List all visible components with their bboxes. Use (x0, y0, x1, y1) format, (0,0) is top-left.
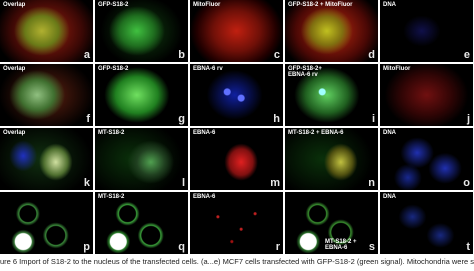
micrograph-panel: GFP-S18-2 b (95, 0, 188, 62)
panel-letter: g (178, 113, 185, 125)
panel-label: DNA (383, 194, 396, 200)
panel-label: DNA (383, 130, 396, 136)
panel-letter: b (178, 49, 185, 61)
micrograph-panel: MT-S18-2 + EBNA-6 n (285, 128, 378, 190)
micrograph-panel: GFP-S18-2 g (95, 64, 188, 126)
micrograph-panel: p (0, 192, 93, 254)
panel-letter: i (371, 113, 375, 125)
panel-label: MT-S18-2 (98, 194, 125, 200)
micrograph-panel: DNA e (380, 0, 473, 62)
panel-label: EBNA-6 rv (193, 66, 223, 72)
micrograph-panel: Overlap a (0, 0, 93, 62)
panel-label: EBNA-6 (193, 130, 216, 136)
micrograph-panel: EBNA-6 rv h (190, 64, 283, 126)
micrograph-panel: MT-S18-2 q (95, 192, 188, 254)
panel-letter: t (466, 241, 470, 253)
panel-letter: m (270, 177, 280, 189)
panel-letter: l (181, 177, 185, 189)
micrograph-panel: EBNA-6 m (190, 128, 283, 190)
panel-label: GFP-S18-2 + MitoFluor (288, 2, 353, 8)
micrograph-panel: GFP-S18-2 + MitoFluor d (285, 0, 378, 62)
micrograph-panel: EBNA-6 r (190, 192, 283, 254)
micrograph-panel: GFP-S18-2+ EBNA-6 rv i (285, 64, 378, 126)
panel-letter: r (275, 241, 280, 253)
panel-label: MT-S18-2 (98, 130, 125, 136)
panel-letter: o (463, 177, 470, 189)
micrograph-panel: Overlap k (0, 128, 93, 190)
micrograph-panel: Overlap f (0, 64, 93, 126)
panel-letter: f (86, 113, 90, 125)
micrograph-panel: DNA o (380, 128, 473, 190)
panel-letter: e (463, 49, 470, 61)
panel-letter: h (273, 113, 280, 125)
panel-label: MitoFluor (193, 2, 221, 8)
panel-letter: k (83, 177, 90, 189)
panel-label: Overlap (3, 2, 26, 8)
micrograph-panel: MT-S18-2 + EBNA-6 s (285, 192, 378, 254)
panel-letter: a (83, 49, 90, 61)
panel-label: MT-S18-2 + EBNA-6 (288, 130, 344, 136)
panel-label: DNA (383, 2, 396, 8)
panel-letter: s (368, 241, 375, 253)
panel-label: Overlap (3, 130, 26, 136)
panel-label: GFP-S18-2+ EBNA-6 rv (288, 66, 322, 78)
panel-label: Overlap (3, 66, 26, 72)
panel-letter: d (368, 49, 375, 61)
micrograph-panel: DNA t (380, 192, 473, 254)
panel-letter: c (273, 49, 280, 61)
panel-label: MitoFluor (383, 66, 411, 72)
panel-letter: p (83, 241, 90, 253)
panel-label: EBNA-6 (193, 194, 216, 200)
panel-letter: j (466, 113, 470, 125)
panel-letter: n (368, 177, 375, 189)
panel-letter: q (178, 241, 185, 253)
micrograph-panel: MT-S18-2 l (95, 128, 188, 190)
panel-label: GFP-S18-2 (98, 2, 129, 8)
caption: ure 6 Import of S18-2 to the nucleus of … (0, 257, 474, 266)
panel-label: MT-S18-2 + EBNA-6 (325, 239, 357, 251)
micrograph-panel: MitoFluor c (190, 0, 283, 62)
panel-label: GFP-S18-2 (98, 66, 129, 72)
micrograph-panel: MitoFluor j (380, 64, 473, 126)
